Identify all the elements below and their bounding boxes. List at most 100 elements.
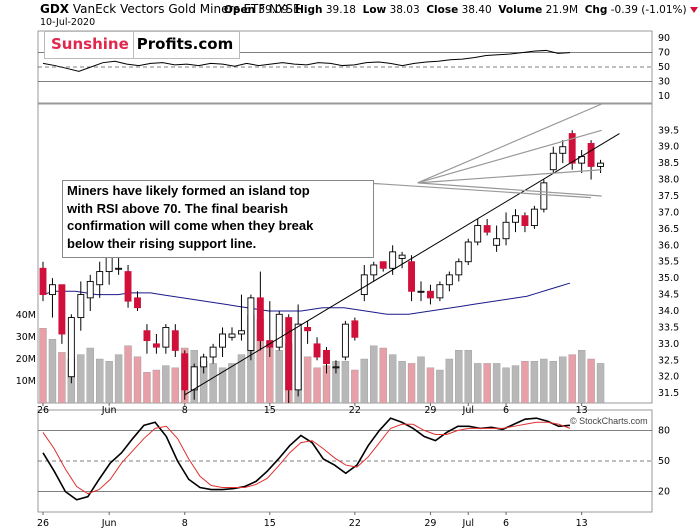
- volume-bar: [152, 369, 161, 404]
- volume-bar: [351, 369, 359, 404]
- island-line: [417, 182, 602, 197]
- candle-body: [200, 356, 208, 368]
- candle-body: [162, 326, 170, 348]
- volume-bar: [549, 361, 557, 404]
- stoch-tick-label: 80: [658, 425, 670, 436]
- open-value: 39.09: [258, 4, 289, 16]
- chart-title: GDX VanEck Vectors Gold Miners ETF NYSE: [40, 2, 301, 16]
- volume-tick-label: 30M: [16, 332, 36, 343]
- candle-body: [49, 284, 56, 296]
- volume-bar: [237, 354, 246, 404]
- volume-bar: [398, 361, 406, 404]
- candle-body: [247, 297, 255, 351]
- price-tick-label: 35.0: [658, 273, 679, 284]
- x-tick-label: 13: [576, 405, 588, 416]
- annotation-box: Miners have likely formed an island top …: [62, 180, 374, 258]
- volume-bar: [114, 354, 123, 404]
- price-tick-label: 37.5: [658, 191, 679, 202]
- candle-body: [587, 142, 595, 167]
- candle-body: [521, 215, 529, 227]
- candle-body: [360, 274, 368, 296]
- x-tick-label-bottom: Jun: [101, 518, 117, 529]
- volume-bar: [417, 356, 425, 404]
- price-tick-label: 31.5: [658, 388, 679, 399]
- candle-body: [379, 261, 387, 269]
- candle-body: [313, 343, 321, 358]
- candle-body: [540, 182, 548, 210]
- candle-body: [256, 297, 264, 342]
- low-label: Low: [362, 4, 387, 16]
- candle-body: [389, 251, 397, 269]
- volume-bar: [370, 345, 378, 404]
- volume-bar: [436, 369, 444, 404]
- candle-body: [67, 317, 75, 378]
- candle-body: [171, 330, 179, 351]
- volume-bar: [388, 354, 397, 404]
- candle-body: [304, 326, 312, 332]
- x-tick-label: Jun: [101, 405, 117, 416]
- volume-bar: [483, 363, 491, 404]
- island-gap-line: [364, 182, 592, 199]
- volume-bar: [303, 356, 312, 404]
- x-tick-label: 6: [503, 405, 509, 416]
- candle-body: [96, 271, 104, 286]
- candle-body: [152, 343, 160, 348]
- candle-body: [124, 271, 132, 302]
- x-tick-label: 8: [182, 405, 188, 416]
- x-tick-label-bottom: 15: [264, 518, 276, 529]
- candle-body: [86, 280, 94, 299]
- logo-part2: Profits.com: [132, 32, 239, 58]
- candle-body: [115, 267, 123, 270]
- high-value: 39.18: [325, 4, 356, 16]
- x-tick-label: 22: [349, 405, 361, 416]
- candle-body: [549, 152, 557, 171]
- price-tick-label: 32.0: [658, 372, 679, 383]
- x-tick-label: 26: [37, 405, 49, 416]
- volume-bar: [58, 352, 66, 404]
- stoch-tick-label: 20: [658, 487, 670, 498]
- volume-bar: [218, 367, 227, 404]
- rsi-tick-label: 50: [658, 62, 670, 73]
- volume-bar: [86, 347, 94, 404]
- candle-body: [237, 330, 245, 335]
- x-tick-label: 15: [264, 405, 276, 416]
- x-tick-label-bottom: 8: [182, 518, 188, 529]
- volume-bar: [48, 339, 57, 404]
- x-tick-label: Jul: [462, 405, 474, 416]
- volume-bar: [521, 361, 529, 404]
- volume-bar: [341, 361, 350, 404]
- volume-bar: [455, 350, 463, 404]
- volume-bar: [105, 361, 113, 404]
- candle-body: [408, 261, 415, 292]
- candle-body: [493, 238, 501, 246]
- price-tick-label: 38.5: [658, 158, 679, 169]
- volume-tick-label: 10M: [16, 376, 36, 387]
- candle-body: [58, 284, 66, 335]
- rsi-tick-label: 30: [658, 76, 670, 87]
- volume-tick-label: 20M: [16, 354, 36, 365]
- candle-body: [351, 320, 359, 338]
- volume-bar: [577, 350, 586, 404]
- chart-date: 10-Jul-2020: [40, 17, 96, 28]
- exchange: NYSE: [269, 2, 301, 16]
- candle-body: [417, 290, 425, 293]
- low-value: 38.03: [389, 4, 420, 16]
- candle-body: [285, 317, 293, 391]
- volume-value: 21.9M: [545, 4, 579, 16]
- volume-bar: [540, 358, 548, 404]
- price-tick-label: 35.5: [658, 257, 679, 268]
- candle-body: [559, 146, 567, 154]
- security-name: VanEck Vectors Gold Miners ETF: [72, 2, 266, 16]
- x-tick-label-bottom: Jul: [462, 518, 474, 529]
- down-triangle-icon: [689, 7, 698, 13]
- candle-body: [568, 133, 576, 164]
- sunshine-profits-logo: Sunshine Profits.com: [44, 31, 241, 59]
- volume-bar: [502, 367, 510, 404]
- candle-body: [77, 294, 85, 319]
- candle-body: [143, 330, 151, 342]
- volume-bar: [124, 345, 132, 404]
- candle-body: [275, 313, 283, 348]
- volume-label: Volume: [498, 4, 543, 16]
- x-tick-label: 29: [424, 405, 436, 416]
